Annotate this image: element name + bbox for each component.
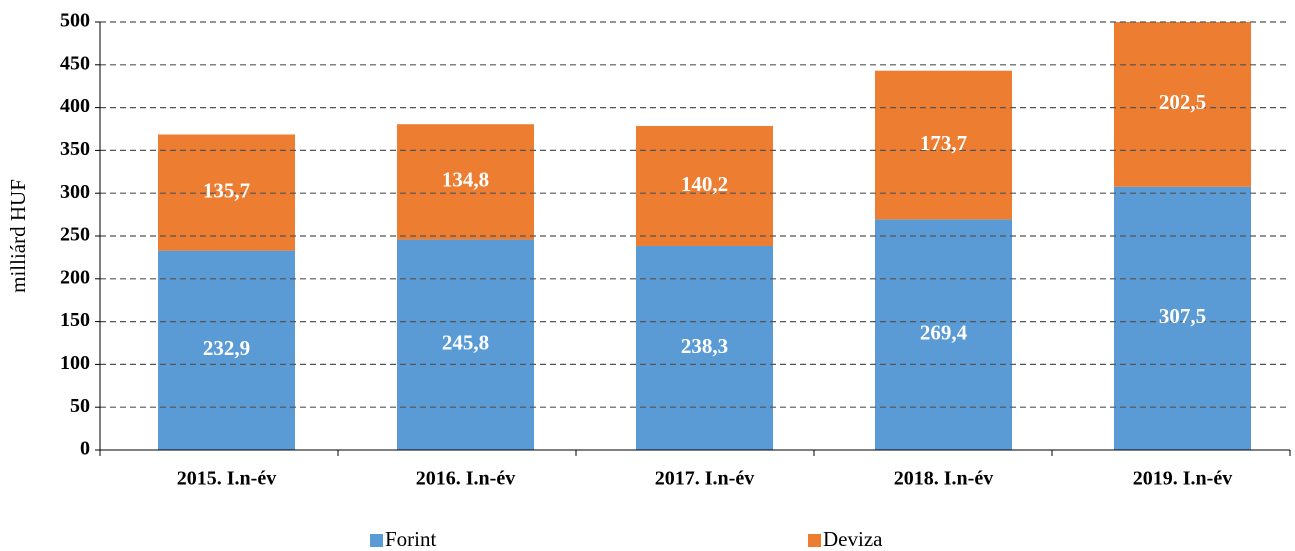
data-label: 245,8 [442,331,489,355]
data-label: 269,4 [920,321,968,345]
legend-swatch [370,534,383,547]
data-label: 135,7 [203,178,250,202]
bar-segment [397,124,534,240]
data-label: 238,3 [681,334,728,358]
y-tick-label: 150 [60,309,90,331]
bar-segment [397,239,534,450]
bar-segment [1114,22,1251,187]
y-tick-label: 100 [60,352,90,374]
bars [158,22,1251,450]
bar-segment [636,246,773,450]
data-label: 307,5 [1159,304,1206,328]
y-tick-label: 200 [60,266,90,288]
data-label: 232,9 [203,336,250,360]
data-label: 134,8 [442,168,489,192]
data-label: 140,2 [681,172,728,196]
bar-segment [158,250,295,450]
x-tick-label: 2019. I.n-év [1133,468,1232,490]
y-axis-label: milliárd HUF [6,179,30,293]
bar-segment [875,70,1012,220]
y-tick-label: 450 [60,52,90,74]
bar-segment [875,219,1012,450]
legend-swatch [808,534,821,547]
y-tick-label: 400 [60,95,90,117]
y-tick-label: 300 [60,181,90,203]
y-tick-label: 500 [60,10,90,32]
bar-segment [636,126,773,247]
bar-segment [158,134,295,251]
y-tick-label: 350 [60,138,90,160]
bar-segment [1114,186,1251,450]
y-tick-label: 250 [60,224,90,246]
y-tick-label: 50 [70,395,90,417]
x-tick-label: 2018. I.n-év [894,468,993,490]
legend-label: Deviza [823,527,883,551]
legend-label: Forint [385,527,437,551]
y-tick-label: 0 [80,438,90,460]
data-label: 173,7 [920,131,967,155]
x-tick-label: 2015. I.n-év [177,468,276,490]
x-tick-label: 2017. I.n-év [655,468,754,490]
x-tick-label: 2016. I.n-év [416,468,515,490]
data-label: 202,5 [1159,90,1206,114]
